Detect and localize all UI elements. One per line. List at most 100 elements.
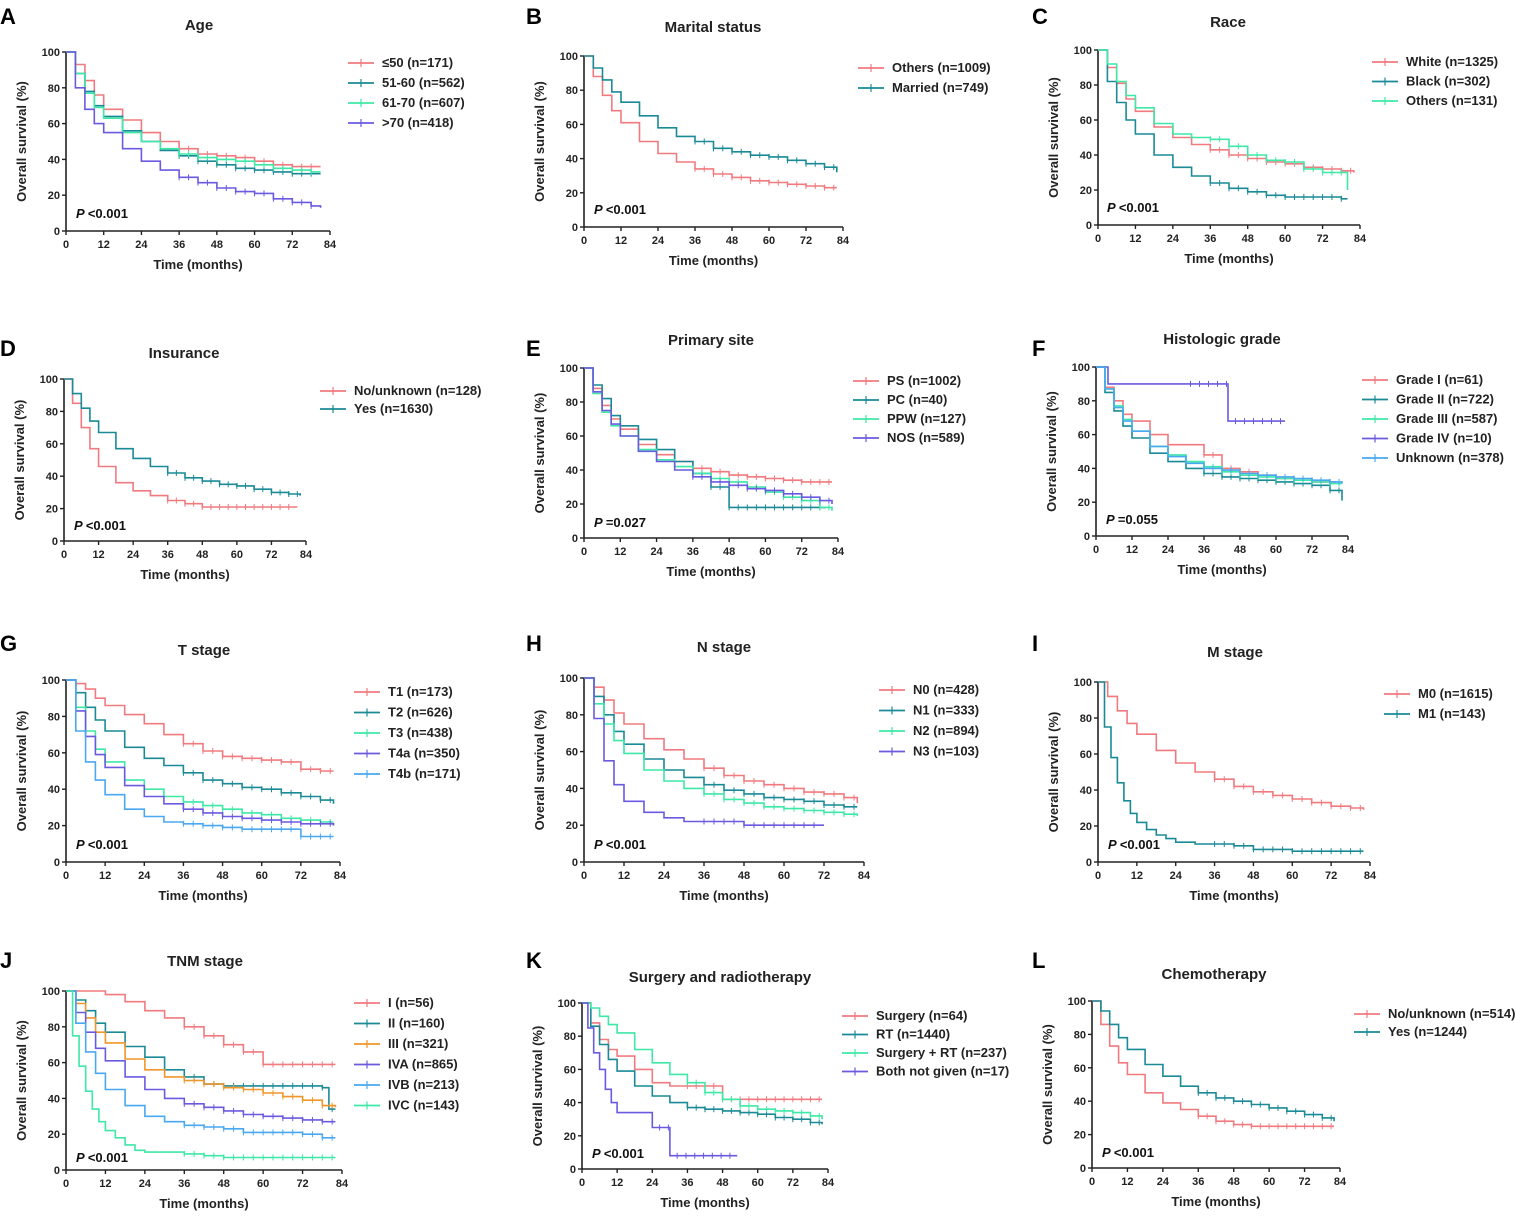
p-value: P <0.001 xyxy=(1108,837,1160,852)
km-curve-2 xyxy=(582,1002,823,1125)
legend-label: No/unknown (n=514) xyxy=(1388,1006,1515,1021)
y-tick-label: 40 xyxy=(48,154,60,166)
km-curve-2 xyxy=(1098,681,1364,852)
km-curve-2 xyxy=(584,55,838,173)
x-tick-label: 48 xyxy=(738,870,750,882)
panel-title: TNM stage xyxy=(167,953,243,970)
p-value-text: <0.001 xyxy=(1119,200,1159,215)
x-tick-label: 12 xyxy=(1126,544,1138,556)
x-tick-label: 84 xyxy=(1354,233,1367,245)
x-axis-label: Time (months) xyxy=(153,257,242,272)
panel-title: Chemotherapy xyxy=(1161,966,1267,983)
x-tick-label: 72 xyxy=(800,235,812,247)
x-tick-label: 36 xyxy=(681,1177,693,1189)
x-tick-label: 48 xyxy=(723,546,735,558)
km-curve-3 xyxy=(582,1002,823,1120)
legend-label: Grade I (n=61) xyxy=(1396,372,1483,387)
km-curve-3 xyxy=(66,679,334,823)
panel-l: L Chemotherapy 0 20 40 60 80 100 0 12 24 36 48 60 72 84… xyxy=(1032,948,1515,1209)
x-axis-label: Time (months) xyxy=(1184,251,1273,266)
x-tick-label: 60 xyxy=(1263,1176,1275,1188)
x-axis-label: Time (months) xyxy=(1177,562,1266,577)
y-tick-label: 100 xyxy=(1068,996,1086,1008)
x-tick-label: 48 xyxy=(196,549,208,561)
x-tick-label: 0 xyxy=(1095,870,1101,882)
y-tick-label: 0 xyxy=(1080,1163,1086,1175)
x-tick-label: 12 xyxy=(614,546,626,558)
km-curve-1 xyxy=(1092,1000,1335,1128)
y-tick-label: 60 xyxy=(566,747,578,759)
panel-j: J TNM stage 0 20 40 60 80 100 0 12 24 36 48 60 72 84 Tim… xyxy=(0,948,459,1211)
panel-g: G T stage 0 20 40 60 80 100 0 12 24 36 48 60 72 84 Time … xyxy=(0,631,461,903)
panel-title: T stage xyxy=(178,642,231,659)
legend-label: IVA (n=865) xyxy=(388,1057,458,1072)
x-axis-label: Time (months) xyxy=(679,888,768,903)
x-tick-label: 24 xyxy=(138,870,151,882)
x-axis-label: Time (months) xyxy=(660,1195,749,1210)
km-curve-4 xyxy=(1096,366,1285,422)
x-tick-label: 0 xyxy=(581,870,587,882)
x-tick-label: 36 xyxy=(1208,870,1220,882)
p-value-text: <0.001 xyxy=(1120,837,1160,852)
p-value: P <0.001 xyxy=(76,1150,128,1165)
x-tick-label: 84 xyxy=(858,870,871,882)
y-axis-label: Overall survival (%) xyxy=(14,1020,29,1141)
legend-label: Unknown (n=378) xyxy=(1396,450,1504,465)
p-value: P =0.027 xyxy=(594,515,646,530)
legend-label: Others (n=131) xyxy=(1406,93,1497,108)
panel-title: Histologic grade xyxy=(1163,331,1281,348)
km-curve-1 xyxy=(1098,49,1355,173)
x-tick-label: 12 xyxy=(1131,870,1143,882)
x-tick-label: 12 xyxy=(98,239,110,251)
km-curve-4 xyxy=(66,990,336,1123)
y-tick-label: 60 xyxy=(564,1064,576,1076)
x-tick-label: 60 xyxy=(1279,233,1291,245)
y-tick-label: 40 xyxy=(1078,463,1090,475)
panel-c: C Race 0 20 40 60 80 100 0 12 24 36 48 60 72 84 Time (mo… xyxy=(1032,4,1498,266)
y-tick-label: 60 xyxy=(1074,1063,1086,1075)
x-tick-label: 0 xyxy=(1093,544,1099,556)
x-axis-label: Time (months) xyxy=(140,567,229,582)
y-tick-label: 80 xyxy=(564,1031,576,1043)
x-tick-label: 72 xyxy=(787,1177,799,1189)
x-tick-label: 48 xyxy=(1234,544,1246,556)
legend-label: T1 (n=173) xyxy=(388,684,453,699)
x-tick-label: 24 xyxy=(1167,233,1180,245)
y-axis-label: Overall survival (%) xyxy=(532,710,547,831)
legend-label: Yes (n=1630) xyxy=(354,401,433,416)
y-tick-label: 80 xyxy=(1080,80,1092,92)
legend-label: PC (n=40) xyxy=(887,392,947,407)
x-tick-label: 24 xyxy=(652,235,665,247)
y-tick-label: 100 xyxy=(42,47,60,59)
panel-letter: F xyxy=(1032,336,1045,361)
x-tick-label: 72 xyxy=(295,870,307,882)
y-tick-label: 0 xyxy=(54,1165,60,1177)
y-tick-label: 20 xyxy=(564,1131,576,1143)
km-curve-2 xyxy=(66,990,336,1110)
legend-label: N2 (n=894) xyxy=(913,723,979,738)
x-tick-label: 24 xyxy=(135,239,148,251)
legend-label: Surgery + RT (n=237) xyxy=(876,1045,1007,1060)
km-curve-2 xyxy=(64,378,301,496)
p-symbol: P xyxy=(594,837,606,852)
panel-i: I M stage 0 20 40 60 80 100 0 12 24 36 48 60 72 84 Time … xyxy=(1032,631,1493,903)
x-tick-label: 36 xyxy=(1204,233,1216,245)
panel-title: Surgery and radiotherapy xyxy=(629,969,812,986)
y-tick-label: 60 xyxy=(48,748,60,760)
x-tick-label: 0 xyxy=(581,546,587,558)
p-value-text: <0.001 xyxy=(606,202,646,217)
legend-label: White (n=1325) xyxy=(1406,54,1498,69)
panel-d: D Insurance 0 20 40 60 80 100 0 12 24 36 48 60 72 84 Tim… xyxy=(0,336,481,582)
x-tick-label: 84 xyxy=(1364,870,1377,882)
km-curve-2 xyxy=(584,367,826,509)
x-tick-label: 84 xyxy=(822,1177,835,1189)
x-tick-label: 84 xyxy=(1334,1176,1347,1188)
y-axis-label: Overall survival (%) xyxy=(532,81,547,202)
x-tick-label: 48 xyxy=(726,235,738,247)
km-curve-1 xyxy=(66,990,336,1066)
y-tick-label: 80 xyxy=(48,711,60,723)
x-tick-label: 24 xyxy=(646,1177,659,1189)
y-tick-label: 20 xyxy=(1080,185,1092,197)
km-curve-5 xyxy=(66,990,336,1139)
p-value: P <0.001 xyxy=(594,202,646,217)
